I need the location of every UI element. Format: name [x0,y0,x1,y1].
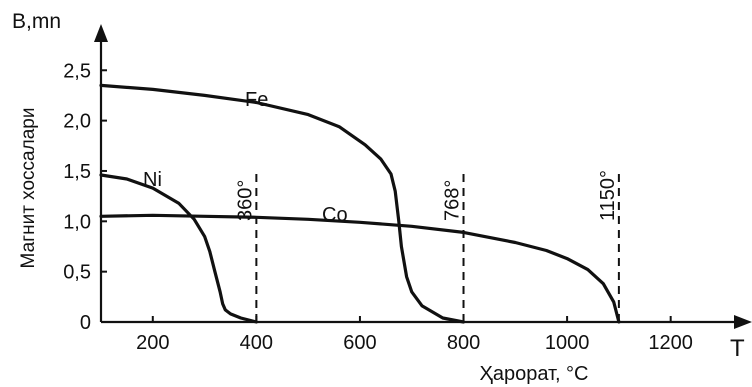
curie-point-label: 768° [442,180,464,221]
x-tick-label: 1200 [648,332,693,354]
y-axis-title: Магнит хоссалари [18,108,39,269]
x-tick-label: 1000 [545,332,590,354]
series-label-ni: Ni [143,169,162,191]
axis-ticks: 200 400 600 800 1000 1200 0 0,5 1,0 1,5 2,0 2,5 [63,60,693,354]
y-tick-label: 1,0 [63,211,91,233]
curie-point-label: 1150° [597,170,619,221]
curie-point-lines: 360° 768° 1150° [234,170,620,322]
x-tick-label: 200 [136,332,169,354]
x-tick-label: 800 [447,332,480,354]
y-tick-label: 0,5 [63,262,91,284]
x-tick-label: 600 [343,332,376,354]
y-axis-symbol: B,mn [12,10,61,33]
data-series: Fe Ni Co [99,83,621,324]
x-axis-title: Ҳарорат, °C [479,363,588,385]
series-label-co: Co [322,204,348,226]
series-line-fe [99,83,466,324]
x-axis-symbol: T [730,335,745,362]
y-tick-label: 1,5 [63,161,91,183]
y-axis-arrow-icon [94,24,108,42]
x-axis-arrow-icon [734,315,752,329]
y-tick-label: 2,0 [63,111,91,133]
y-tick-label: 2,5 [63,60,91,82]
curie-point-label: 360° [234,180,256,221]
x-tick-label: 400 [240,332,273,354]
y-tick-label: 0 [80,312,91,334]
series-line-co [99,213,621,324]
series-line-ni [99,173,258,324]
series-label-fe: Fe [245,89,268,111]
